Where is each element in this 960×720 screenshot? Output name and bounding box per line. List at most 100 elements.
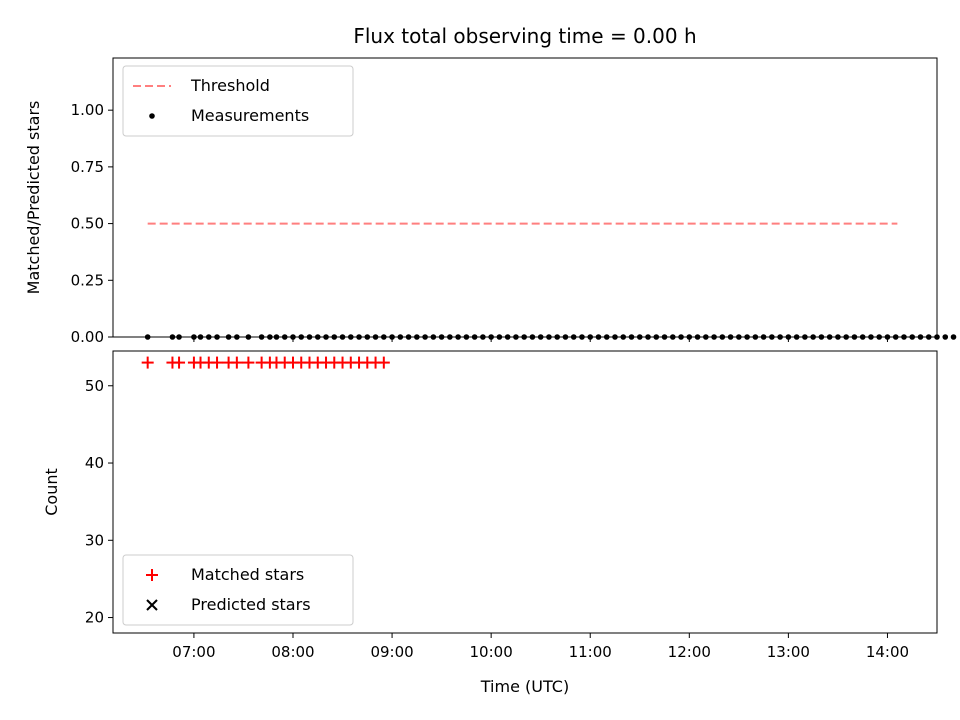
x-tick: 12:00 [668,633,711,661]
data-point [447,334,453,340]
x-tick: 10:00 [470,633,513,661]
data-point [777,334,783,340]
y-tick-label: 30 [85,531,104,549]
x-tick: 09:00 [370,633,414,661]
chart-title: Flux total observing time = 0.00 h [353,24,696,48]
legend-label: Predicted stars [191,595,311,614]
y-tick-label: 0.25 [71,271,104,289]
data-point [925,334,932,340]
data-point [546,334,552,340]
data-point [950,334,957,340]
data-point [579,334,585,340]
legend-label: Measurements [191,106,309,125]
y-tick: 0.00 [71,328,113,346]
data-point [703,334,709,340]
data-point [488,334,494,340]
legend: Threshold Measurements [122,65,354,137]
data-point [197,334,204,340]
data-point [377,356,390,369]
data-point [628,334,635,340]
data-point [752,334,759,340]
data-point [934,334,940,340]
plot-frame [112,350,938,634]
data-point [587,334,594,340]
data-point [405,334,412,340]
data-point [306,334,313,340]
bottom-panel: 07:00 08:00 09:00 10:00 11:00 12:00 13:00 14:00… [42,350,938,661]
x-tick-label: 14:00 [866,643,909,661]
x-tick-label: 12:00 [668,643,711,661]
data-point [314,334,321,340]
data-point [430,334,437,340]
legend-entry: Threshold [133,76,270,95]
data-point [876,334,883,340]
data-point [892,334,899,340]
data-point [144,334,151,340]
y-tick-label: 20 [85,609,104,627]
data-point [245,334,252,340]
data-point [258,334,265,340]
data-point [802,334,808,340]
data-point [727,334,734,340]
y-tick-label: 40 [85,454,104,472]
data-point [273,334,280,340]
data-point [205,334,212,340]
data-point [141,356,154,369]
legend-label: Matched stars [191,565,304,584]
data-point [173,356,186,369]
data-point [562,334,569,340]
data-point [455,334,461,340]
data-point [397,334,404,340]
x-tick-label: 08:00 [271,643,314,661]
data-point [736,334,742,340]
data-point [242,356,255,369]
series-measurements [144,334,957,340]
data-point [298,334,305,340]
data-point [810,334,816,340]
legend-entry: Predicted stars [146,595,311,614]
legend-box [122,65,354,137]
data-point [868,334,874,340]
data-point [818,334,825,340]
y-axis-label: Matched/Predicted stars [24,101,43,295]
data-point [331,334,338,340]
data-point [603,334,610,340]
data-point [620,334,627,340]
data-point [909,334,916,340]
legend-entry: Measurements [149,106,309,125]
data-point [372,334,379,340]
x-tick: 14:00 [866,633,909,661]
y-tick: 0.25 [71,271,113,289]
data-point [281,334,288,340]
data-point [267,334,273,340]
data-point [669,334,676,340]
data-point [529,334,536,340]
x-tick-label: 11:00 [569,643,612,661]
legend-entry: Matched stars [146,565,304,584]
series-matched-stars [141,356,390,369]
data-point [414,334,420,340]
data-point [146,599,158,611]
data-point [347,334,354,340]
data-point [537,334,544,340]
y-tick-label: 0.00 [71,328,104,346]
data-point [769,334,775,340]
x-tick-label: 07:00 [172,643,215,661]
data-point [389,334,395,340]
y-tick: 30 [85,531,113,549]
data-point [570,334,577,340]
data-point [149,113,155,119]
data-point [422,334,428,340]
x-tick-label: 13:00 [767,643,810,661]
data-point [653,334,660,340]
data-point [859,334,866,340]
x-tick-label: 09:00 [370,643,413,661]
data-point [339,334,346,340]
data-point [711,334,717,340]
data-point [645,334,651,340]
x-tick: 07:00 [172,633,216,661]
data-point [661,334,668,340]
data-point [851,334,858,340]
y-tick-label: 0.75 [71,158,104,176]
data-point [364,334,371,340]
